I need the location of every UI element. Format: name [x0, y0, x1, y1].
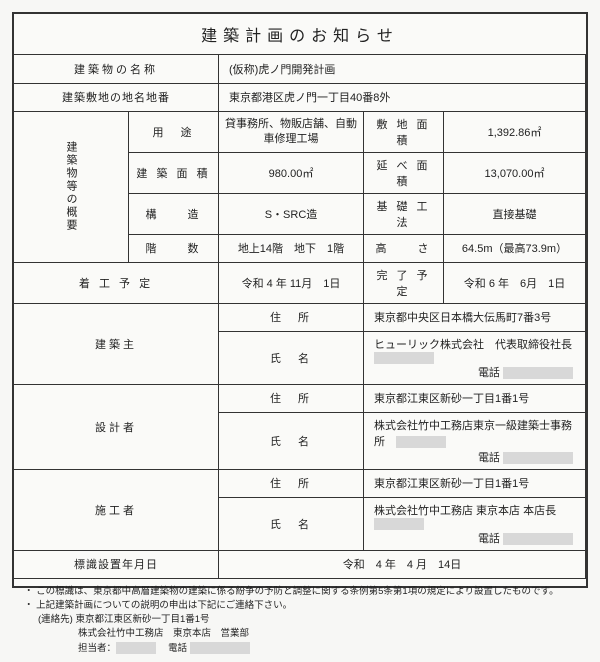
value-build-area: 980.00㎡: [219, 152, 364, 193]
label-designer: 設計者: [14, 384, 219, 469]
value-designer-name: 株式会社竹中工務店東京一級建築士事務所 電話: [364, 412, 586, 469]
label-builder-name: 氏 名: [219, 497, 364, 550]
label-site-area: 敷 地 面 積: [364, 111, 444, 152]
masked-tel: [503, 452, 573, 464]
notice-table: 建築物の名称 (仮称)虎ノ門開発計画 建築敷地の地名地番 東京都港区虎ノ門一丁目…: [14, 55, 586, 579]
value-builder-name: 株式会社竹中工務店 東京本店 本店長 電話: [364, 497, 586, 550]
footer-contact-3: 担当者： 電話: [24, 642, 576, 656]
label-use: 用 途: [129, 111, 219, 152]
label-owner: 建築主: [14, 303, 219, 384]
footer-contact-2: 株式会社竹中工務店 東京本店 営業部: [24, 627, 576, 641]
label-foundation: 基 礎 工 法: [364, 193, 444, 234]
label-floors: 階 数: [129, 234, 219, 262]
value-foundation: 直接基礎: [444, 193, 586, 234]
label-structure: 構 造: [129, 193, 219, 234]
value-builder-addr: 東京都江東区新砂一丁目1番1号: [364, 469, 586, 497]
value-floor-area: 13,070.00㎡: [444, 152, 586, 193]
label-building-name: 建築物の名称: [14, 55, 219, 83]
masked-tel: [503, 367, 573, 379]
label-builder: 施工者: [14, 469, 219, 550]
footer-notes: ・ この標識は、東京都中高層建築物の建築に係る紛争の予防と調整に関する条例第5条…: [14, 579, 586, 662]
value-building-name: (仮称)虎ノ門開発計画: [219, 55, 586, 83]
construction-notice-sign: 建築計画のお知らせ 建築物の名称 (仮称)虎ノ門開発計画 建築敷地の地名地番 東…: [12, 12, 588, 588]
value-sign-date: 令和 4 年 4 月 14日: [219, 550, 586, 578]
masked-text: [116, 642, 156, 654]
label-height: 高 さ: [364, 234, 444, 262]
value-structure: S・SRC造: [219, 193, 364, 234]
masked-text: [374, 518, 424, 530]
label-floor-area: 延 べ 面 積: [364, 152, 444, 193]
sign-title: 建築計画のお知らせ: [14, 14, 586, 55]
value-floors: 地上14階 地下 1階: [219, 234, 364, 262]
label-build-area: 建 築 面 積: [129, 152, 219, 193]
footer-note-2: ・ 上記建築計画についての説明の申出は下記にご連絡下さい。: [24, 599, 576, 613]
value-designer-addr: 東京都江東区新砂一丁目1番1号: [364, 384, 586, 412]
value-use: 貸事務所、物販店舗、自動車修理工場: [219, 111, 364, 152]
masked-tel: [190, 642, 250, 654]
label-sign-date: 標識設置年月日: [14, 550, 219, 578]
label-builder-addr: 住 所: [219, 469, 364, 497]
label-complete: 完 了 予 定: [364, 262, 444, 303]
masked-text: [374, 352, 434, 364]
value-owner-addr: 東京都中央区日本橋大伝馬町7番3号: [364, 303, 586, 331]
label-overview-vertical: 建築物等の概要: [14, 111, 129, 262]
value-owner-name: ヒューリック株式会社 代表取締役社長 電話: [364, 331, 586, 384]
value-height: 64.5m（最高73.9m）: [444, 234, 586, 262]
label-owner-addr: 住 所: [219, 303, 364, 331]
label-designer-addr: 住 所: [219, 384, 364, 412]
footer-contact-1: (連絡先) 東京都江東区新砂一丁目1番1号: [24, 613, 576, 627]
value-start: 令和 4 年 11月 1日: [219, 262, 364, 303]
label-designer-name: 氏 名: [219, 412, 364, 469]
masked-tel: [503, 533, 573, 545]
label-start: 着 工 予 定: [14, 262, 219, 303]
value-site-address: 東京都港区虎ノ門一丁目40番8外: [219, 83, 586, 111]
value-complete: 令和 6 年 6月 1日: [444, 262, 586, 303]
label-owner-name: 氏 名: [219, 331, 364, 384]
masked-text: [396, 436, 446, 448]
label-site-address: 建築敷地の地名地番: [14, 83, 219, 111]
footer-note-1: ・ この標識は、東京都中高層建築物の建築に係る紛争の予防と調整に関する条例第5条…: [24, 585, 576, 599]
value-site-area: 1,392.86㎡: [444, 111, 586, 152]
